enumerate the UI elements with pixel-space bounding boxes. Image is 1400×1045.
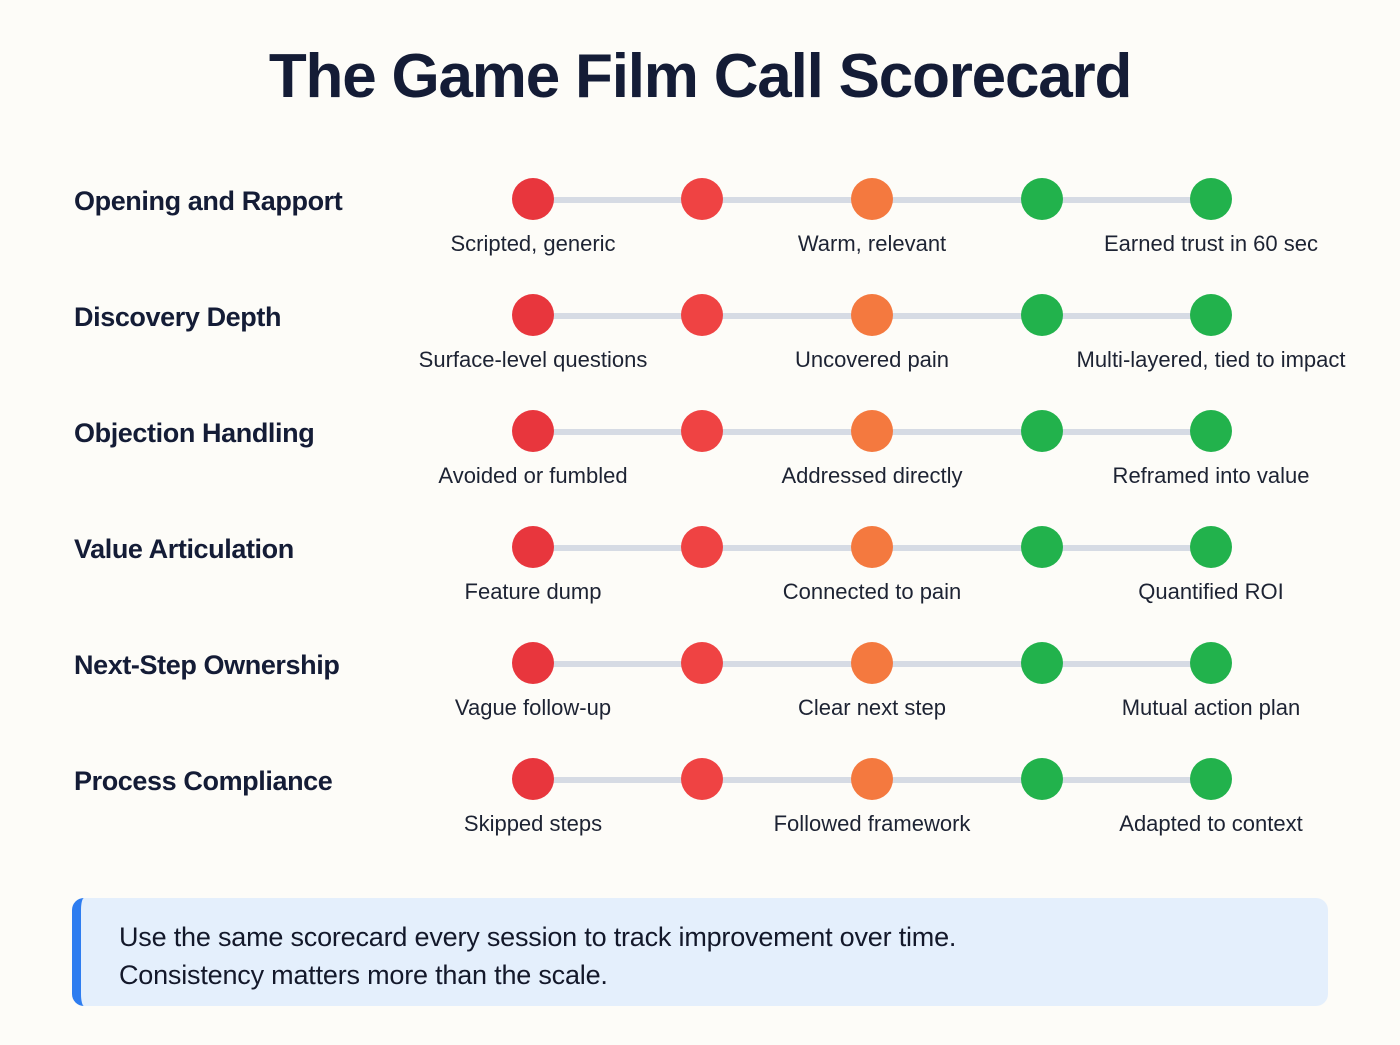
anchor-label-low: Surface-level questions [418,347,648,372]
anchor-label-high: Reframed into value [1112,463,1310,488]
scorecard-row: Objection Handling Avoided or fumbled Ad… [0,410,1400,526]
anchor-labels: Surface-level questions Uncovered pain M… [0,344,1400,378]
scorecard-row: Opening and Rapport Scripted, generic Wa… [0,178,1400,294]
row-label: Value Articulation [74,534,294,564]
row-label: Objection Handling [74,418,315,448]
anchor-label-low: Feature dump [464,579,602,604]
anchor-label-mid: Warm, relevant [797,231,947,256]
page-title: The Game Film Call Scorecard [268,42,1132,111]
anchor-label-low: Avoided or fumbled [438,463,628,488]
scale-dot-1[interactable] [512,526,554,568]
scale-dot-2[interactable] [681,294,723,336]
rating-scale[interactable] [512,178,1232,222]
scale-dot-4[interactable] [1021,526,1063,568]
callout-line-1: Use the same scorecard every session to … [119,922,957,952]
scale-dot-3[interactable] [851,526,893,568]
anchor-label-low: Vague follow-up [454,695,612,720]
anchor-label-mid: Addressed directly [781,463,963,488]
scale-dot-3[interactable] [851,410,893,452]
scale-dot-1[interactable] [512,642,554,684]
scale-dot-5[interactable] [1190,178,1232,220]
anchor-labels: Scripted, generic Warm, relevant Earned … [0,228,1400,262]
row-label: Next-Step Ownership [74,650,340,680]
anchor-label-low: Scripted, generic [450,231,616,256]
scale-dot-4[interactable] [1021,178,1063,220]
scale-dot-5[interactable] [1190,410,1232,452]
anchor-label-low: Skipped steps [463,811,603,836]
scorecard-row: Discovery Depth Surface-level questions … [0,294,1400,410]
anchor-labels: Vague follow-up Clear next step Mutual a… [0,692,1400,726]
anchor-label-high: Adapted to context [1119,811,1303,836]
scale-dot-4[interactable] [1021,410,1063,452]
scale-dot-4[interactable] [1021,758,1063,800]
rating-scale[interactable] [512,758,1232,802]
anchor-label-high: Mutual action plan [1121,695,1301,720]
rating-scale[interactable] [512,526,1232,570]
scale-dot-2[interactable] [681,178,723,220]
scale-dot-4[interactable] [1021,294,1063,336]
anchor-label-high: Multi-layered, tied to impact [1076,347,1346,372]
row-label: Opening and Rapport [74,186,343,216]
scale-dot-1[interactable] [512,178,554,220]
anchor-labels: Skipped steps Followed framework Adapted… [0,808,1400,842]
anchor-label-high: Quantified ROI [1138,579,1284,604]
scale-dot-2[interactable] [681,642,723,684]
scale-dot-2[interactable] [681,758,723,800]
scale-dot-2[interactable] [681,410,723,452]
scale-dot-5[interactable] [1190,758,1232,800]
anchor-label-mid: Clear next step [798,695,946,720]
scorecard-row: Next-Step Ownership Vague follow-up Clea… [0,642,1400,758]
scale-dot-1[interactable] [512,758,554,800]
scorecard-row: Value Articulation Feature dump Connecte… [0,526,1400,642]
anchor-labels: Avoided or fumbled Addressed directly Re… [0,460,1400,494]
row-label: Discovery Depth [74,302,282,332]
scorecard-rows: Opening and Rapport Scripted, generic Wa… [0,178,1400,874]
scale-dot-1[interactable] [512,410,554,452]
scorecard-row: Process Compliance Skipped steps Followe… [0,758,1400,874]
anchor-label-mid: Followed framework [773,811,971,836]
scale-dot-3[interactable] [851,178,893,220]
rating-scale[interactable] [512,410,1232,454]
scale-dot-5[interactable] [1190,526,1232,568]
callout-line-2: Consistency matters more than the scale. [119,960,608,990]
anchor-labels: Feature dump Connected to pain Quantifie… [0,576,1400,610]
scale-dot-3[interactable] [851,758,893,800]
anchor-label-mid: Connected to pain [782,579,962,604]
scale-dot-3[interactable] [851,642,893,684]
row-label: Process Compliance [74,766,333,796]
footer-callout: Use the same scorecard every session to … [72,898,1328,1006]
rating-scale[interactable] [512,294,1232,338]
anchor-label-high: Earned trust in 60 sec [1103,231,1319,256]
scale-dot-1[interactable] [512,294,554,336]
scale-dot-4[interactable] [1021,642,1063,684]
scale-dot-2[interactable] [681,526,723,568]
rating-scale[interactable] [512,642,1232,686]
scale-dot-3[interactable] [851,294,893,336]
scale-dot-5[interactable] [1190,294,1232,336]
scale-dot-5[interactable] [1190,642,1232,684]
anchor-label-mid: Uncovered pain [794,347,950,372]
